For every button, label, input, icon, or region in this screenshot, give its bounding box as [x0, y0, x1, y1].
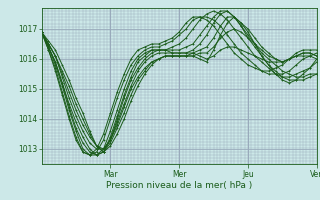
- X-axis label: Pression niveau de la mer( hPa ): Pression niveau de la mer( hPa ): [106, 181, 252, 190]
